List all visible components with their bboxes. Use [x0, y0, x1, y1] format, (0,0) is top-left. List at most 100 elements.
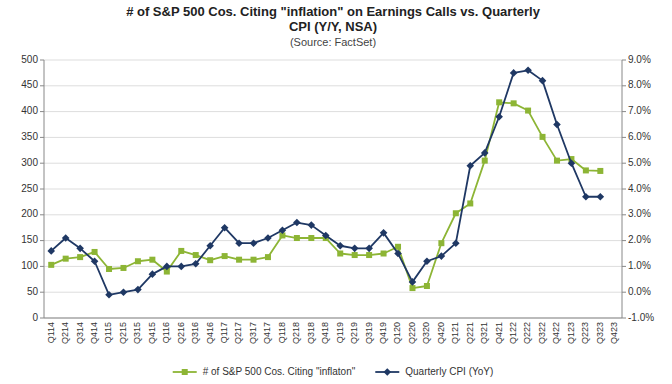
point [279, 226, 287, 234]
point [381, 251, 387, 257]
title: CPI (Y/Y, NSA) [289, 19, 377, 34]
grid-line [44, 85, 622, 86]
point [250, 239, 258, 247]
x-tick-label: Q317 [248, 322, 258, 344]
y2-tick [622, 111, 626, 112]
x-tick-label: Q219 [349, 322, 359, 344]
y2-tick [622, 214, 626, 215]
x-tick-label: Q315 [132, 322, 142, 344]
y-tick-label: 400 [21, 105, 38, 116]
series [47, 67, 604, 299]
x-tick-label: Q114 [46, 322, 56, 343]
point [149, 257, 155, 263]
x-tick-label: Q120 [392, 322, 402, 344]
legend-label: Quarterly CPI (YoY) [405, 366, 493, 377]
y2-tick [622, 189, 626, 190]
x-tick-label: Q319 [364, 322, 374, 344]
y-tick [40, 266, 44, 267]
x-tick-label: Q422 [551, 322, 561, 344]
x-axis-line [44, 318, 622, 319]
point [264, 234, 272, 242]
point [583, 167, 589, 173]
point [495, 113, 503, 121]
x-tick-label: Q418 [320, 322, 330, 344]
point [582, 193, 590, 201]
y-tick [40, 292, 44, 293]
point [163, 263, 171, 271]
point [149, 270, 157, 278]
point [207, 257, 213, 263]
y-tick [40, 163, 44, 164]
axes: 050100150200250300350400450500-1.0%0.0%1… [21, 54, 654, 344]
point [177, 263, 185, 271]
y2-tick [622, 292, 626, 293]
point [337, 251, 343, 257]
point [106, 266, 112, 272]
point [424, 283, 430, 289]
point [91, 257, 99, 265]
point [423, 257, 431, 265]
point [221, 224, 229, 232]
y-tick-label: 250 [21, 183, 38, 194]
point [63, 256, 69, 262]
legend: # of S&P 500 Cos. Citing "inflaton"Quart… [173, 366, 494, 377]
x-tick-label: Q222 [522, 322, 532, 344]
y2-tick-label: 5.0% [628, 157, 651, 168]
x-tick-label: Q216 [176, 322, 186, 344]
y2-tick-label: 6.0% [628, 131, 651, 142]
point [134, 286, 142, 294]
x-tick-label: Q119 [335, 322, 345, 343]
y2-tick-label: 4.0% [628, 183, 651, 194]
x-tick-label: Q121 [450, 322, 460, 344]
x-tick-label: Q320 [421, 322, 431, 344]
title: # of S&P 500 Cos. Citing "inflation" on … [126, 4, 541, 19]
y-tick-label: 500 [21, 54, 38, 65]
plot-area [47, 67, 604, 299]
point [235, 239, 243, 247]
grid-line [44, 163, 622, 164]
x-tick-label: Q221 [465, 322, 475, 344]
point [192, 260, 200, 268]
y-tick-label: 0 [32, 312, 38, 323]
y2-tick [622, 137, 626, 138]
x-tick-label: Q417 [262, 322, 272, 344]
point [539, 77, 547, 85]
point [409, 278, 417, 286]
point [525, 108, 531, 114]
point [265, 254, 271, 260]
y2-tick-label: 8.0% [628, 79, 651, 90]
point [553, 121, 561, 129]
x-tick-label: Q122 [508, 322, 518, 344]
point [105, 291, 113, 299]
x-tick-label: Q322 [537, 322, 547, 344]
point [251, 257, 257, 263]
point [308, 221, 316, 229]
y2-tick [622, 318, 626, 319]
x-tick-label: Q316 [190, 322, 200, 344]
x-tick-label: Q117 [219, 322, 229, 343]
y2-tick [622, 163, 626, 164]
x-tick-label: Q220 [407, 322, 417, 344]
y-tick [40, 189, 44, 190]
point [395, 244, 401, 250]
x-tick-label: Q323 [595, 322, 605, 344]
x-tick-label: Q318 [306, 322, 316, 344]
y2-tick-label: 3.0% [628, 208, 651, 219]
point [366, 252, 372, 258]
x-tick-label: Q215 [118, 322, 128, 344]
point [466, 162, 474, 170]
grid-line [44, 111, 622, 112]
point [222, 253, 228, 259]
y-axis-line [44, 60, 45, 318]
point [135, 258, 141, 264]
x-tick-label: Q214 [60, 322, 70, 344]
grid-line [44, 318, 622, 319]
y2-tick [622, 85, 626, 86]
point [524, 67, 532, 75]
grid-line [44, 189, 622, 190]
point [76, 245, 84, 253]
point [77, 254, 83, 260]
y2-tick-label: 9.0% [628, 54, 651, 65]
y-tick [40, 240, 44, 241]
point [120, 265, 126, 271]
